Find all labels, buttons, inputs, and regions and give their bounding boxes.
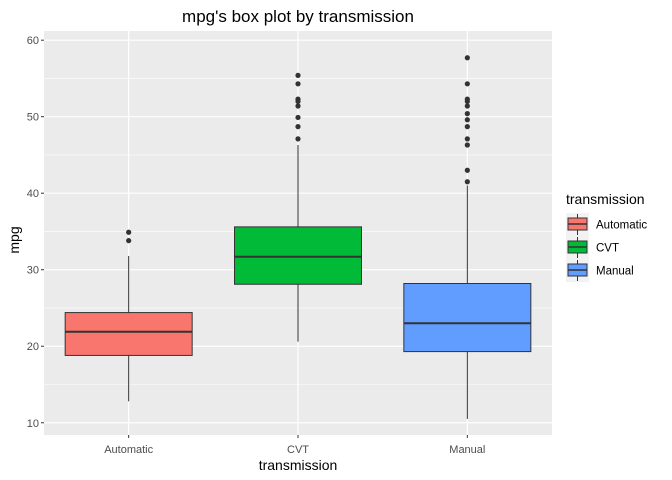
outlier-point bbox=[295, 114, 301, 121]
y-tick-label: 50 bbox=[27, 112, 39, 124]
outlier-point bbox=[295, 72, 301, 78]
outlier-point bbox=[295, 81, 301, 87]
legend-title: transmission bbox=[566, 191, 645, 207]
legend-label: CVT bbox=[596, 243, 619, 255]
outlier-point bbox=[464, 136, 470, 142]
legend: transmission Automatic CVT Manual bbox=[566, 191, 647, 282]
y-tick-label: 10 bbox=[27, 418, 39, 430]
x-axis-title: transmission bbox=[259, 457, 338, 473]
box-cvt bbox=[234, 72, 362, 342]
outlier-point bbox=[464, 81, 470, 87]
box-iqr bbox=[64, 312, 193, 356]
outlier-point bbox=[295, 124, 301, 130]
y-tick-label: 20 bbox=[27, 341, 39, 353]
outlier-point bbox=[464, 103, 470, 109]
chart-title: mpg's box plot by transmission bbox=[182, 7, 414, 26]
y-axis: 10 20 30 40 50 60 bbox=[27, 35, 44, 430]
legend-item-cvt: CVT bbox=[566, 236, 619, 259]
outlier-point bbox=[464, 96, 470, 102]
legend-item-automatic: Automatic bbox=[566, 213, 647, 236]
box-iqr bbox=[234, 226, 362, 285]
outlier-point bbox=[126, 238, 132, 244]
box-iqr bbox=[403, 283, 532, 353]
boxes bbox=[64, 55, 532, 419]
legend-label: Manual bbox=[596, 266, 634, 278]
outlier-point bbox=[295, 96, 301, 102]
outlier-point bbox=[295, 136, 301, 142]
legend-label: Automatic bbox=[596, 220, 647, 232]
outlier-point bbox=[295, 103, 301, 109]
outlier-point bbox=[464, 124, 470, 130]
y-axis-title: mpg bbox=[6, 226, 22, 253]
outlier-point bbox=[464, 55, 470, 61]
outlier-point bbox=[126, 229, 132, 235]
x-tick-label: CVT bbox=[287, 444, 309, 456]
x-axis: Automatic CVT Manual bbox=[104, 435, 485, 456]
y-tick-label: 30 bbox=[27, 265, 39, 277]
outlier-point bbox=[464, 167, 470, 173]
outlier-point bbox=[464, 117, 470, 123]
box-manual bbox=[403, 55, 532, 419]
y-tick-label: 40 bbox=[27, 188, 39, 200]
x-tick-label: Manual bbox=[449, 444, 485, 456]
outlier-point bbox=[464, 142, 470, 148]
legend-item-manual: Manual bbox=[566, 259, 634, 282]
outlier-point bbox=[464, 179, 470, 185]
x-tick-label: Automatic bbox=[104, 444, 153, 456]
box-automatic bbox=[64, 229, 193, 402]
y-tick-label: 60 bbox=[27, 35, 39, 47]
outlier-point bbox=[464, 111, 470, 117]
